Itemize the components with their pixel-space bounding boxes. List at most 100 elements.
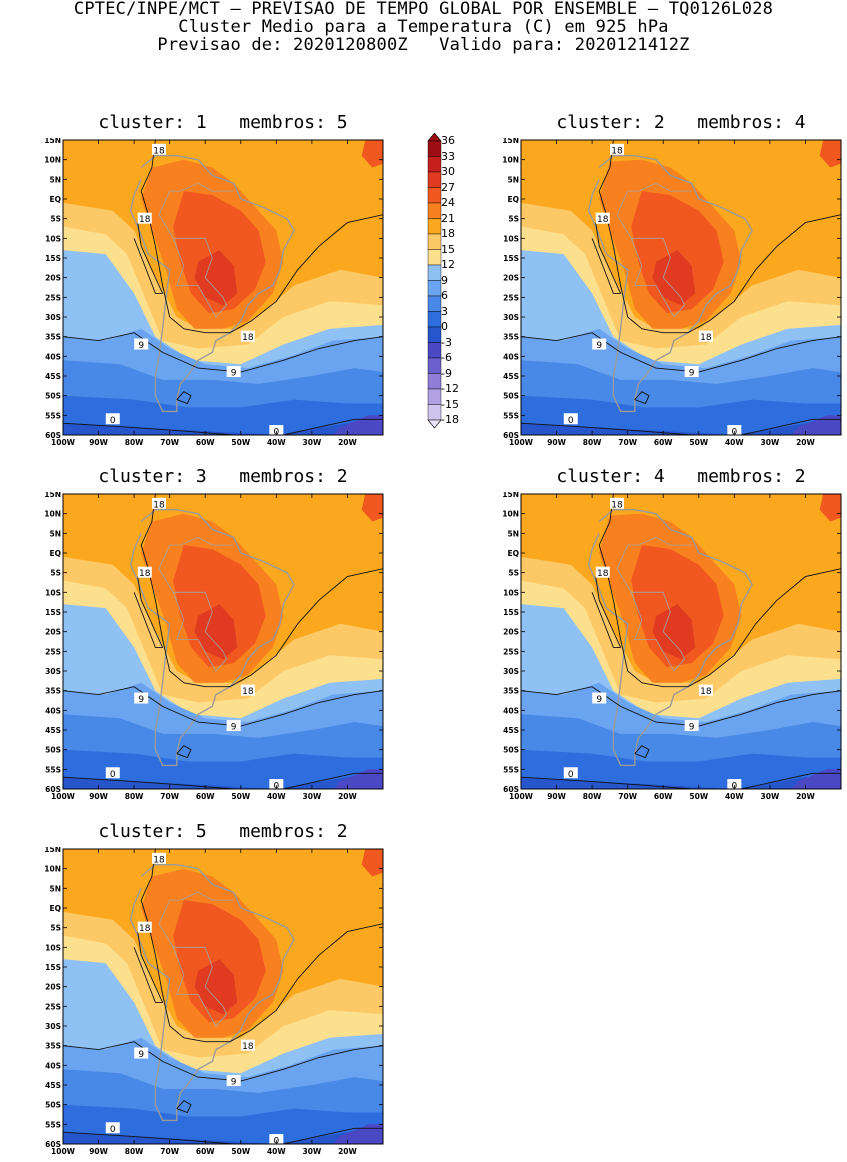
lon-tick-label: 90W xyxy=(547,438,566,447)
header-line-1: CPTEC/INPE/MCT – PREVISAO DE TEMPO GLOBA… xyxy=(73,0,774,19)
figure-header: CPTEC/INPE/MCT – PREVISAO DE TEMPO GLOBA… xyxy=(0,0,847,54)
panel-title-5: cluster: 5 membros: 2 xyxy=(98,821,348,842)
contour-label: 18 xyxy=(610,497,624,510)
lon-tick-label: 70W xyxy=(160,438,179,447)
colorbar-label: 12 xyxy=(441,258,455,271)
field-0-band xyxy=(521,777,841,789)
lon-tick-label: 70W xyxy=(160,792,179,801)
contour-0-patch xyxy=(176,391,192,405)
lon-tick-label: 50W xyxy=(231,1147,250,1156)
svg-text:9: 9 xyxy=(231,369,237,379)
svg-text:18: 18 xyxy=(700,333,712,343)
lat-tick-label: EQ xyxy=(50,195,62,204)
svg-text:18: 18 xyxy=(153,146,165,156)
lat-tick-label: 5S xyxy=(508,215,519,224)
map-panel-4: 181818990015N10N5NEQ5S10S15S20S25S30S35S… xyxy=(502,492,842,801)
lon-tick-label: 40W xyxy=(267,438,286,447)
colorbar-label: 18 xyxy=(441,227,455,240)
colorbar-box xyxy=(427,357,442,374)
svg-text:18: 18 xyxy=(139,569,151,579)
lat-tick-label: 30S xyxy=(45,1022,61,1031)
lat-tick-label: 5S xyxy=(50,924,61,933)
svg-text:0: 0 xyxy=(110,416,116,426)
lon-tick-label: 80W xyxy=(125,438,144,447)
colorbar-label: -9 xyxy=(441,366,452,380)
lat-tick-label: 30S xyxy=(503,313,519,322)
lon-tick-label: 20W xyxy=(796,792,815,801)
lat-tick-label: 40S xyxy=(503,352,519,361)
lat-tick-label: 30S xyxy=(45,313,61,322)
lat-tick-label: 40S xyxy=(45,352,61,361)
panel-title-4: cluster: 4 membros: 2 xyxy=(556,466,806,487)
svg-text:9: 9 xyxy=(138,695,144,705)
contour-label: 9 xyxy=(684,366,699,379)
svg-text:9: 9 xyxy=(596,695,602,705)
contour-label: 18 xyxy=(240,1039,255,1052)
contour-label: 0 xyxy=(563,767,578,780)
svg-text:18: 18 xyxy=(597,215,609,225)
lat-tick-label: 10S xyxy=(503,588,519,597)
contour-9-south xyxy=(62,686,384,727)
temperature-field xyxy=(520,493,842,790)
lat-tick-label: 55S xyxy=(45,411,61,420)
field-3-band xyxy=(521,395,841,435)
contour-0-patch xyxy=(634,391,650,405)
lat-tick-label: 55S xyxy=(503,411,519,420)
lon-tick-label: 100W xyxy=(51,438,76,447)
contour-label: 0 xyxy=(105,1122,120,1135)
lat-tick-label: EQ xyxy=(508,195,520,204)
svg-text:18: 18 xyxy=(611,146,623,156)
contour-label: 9 xyxy=(226,720,241,733)
contour-label: 9 xyxy=(592,338,607,351)
contour-label: 18 xyxy=(152,143,166,156)
lon-tick-label: 60W xyxy=(196,792,215,801)
lat-tick-label: 10N xyxy=(44,510,61,519)
colorbar-label: 3 xyxy=(441,304,448,318)
colorbar-box xyxy=(427,218,442,235)
lat-tick-label: 25S xyxy=(45,1002,61,1011)
lon-tick-label: 80W xyxy=(583,792,602,801)
lon-tick-label: 30W xyxy=(303,792,322,801)
lon-tick-label: 80W xyxy=(125,792,144,801)
colorbar-label: 30 xyxy=(441,165,455,178)
colorbar-label: 33 xyxy=(441,149,455,163)
panel-title-1: cluster: 1 membros: 5 xyxy=(98,112,348,133)
lat-tick-label: 15S xyxy=(503,608,519,617)
lat-tick-label: 15S xyxy=(45,963,61,972)
lat-tick-label: 50S xyxy=(503,392,519,401)
lat-tick-label: 55S xyxy=(45,1120,61,1129)
colorbar-box xyxy=(427,187,442,204)
lat-tick-label: 55S xyxy=(45,765,61,774)
field-africa-warm xyxy=(819,494,841,522)
lat-tick-label: 15N xyxy=(44,138,61,145)
colorbar-box xyxy=(427,140,442,157)
contour-0-patch xyxy=(176,1100,192,1114)
header-line-2: Cluster Medio para a Temperatura (C) em … xyxy=(178,17,669,37)
lon-tick-label: 20W xyxy=(338,1147,357,1156)
map-panel-5: 181818990015N10N5NEQ5S10S15S20S25S30S35S… xyxy=(44,847,384,1156)
colorbar-bottom-arrow xyxy=(427,419,442,429)
map-panel-1: 181818990015N10N5NEQ5S10S15S20S25S30S35S… xyxy=(44,138,384,447)
colorbar-box xyxy=(427,171,442,188)
lat-tick-label: 60S xyxy=(45,1140,61,1149)
contour-label: 0 xyxy=(563,413,578,426)
colorbar-label: -18 xyxy=(441,413,459,426)
temperature-field xyxy=(62,139,384,436)
lat-tick-label: 10S xyxy=(45,588,61,597)
lon-tick-label: 80W xyxy=(583,438,602,447)
lat-tick-label: 40S xyxy=(45,1061,61,1070)
lon-tick-label: 20W xyxy=(338,792,357,801)
svg-text:18: 18 xyxy=(153,855,165,865)
colorbar-label: -15 xyxy=(441,397,459,411)
lat-tick-label: 45S xyxy=(503,726,519,735)
lon-tick-label: 100W xyxy=(509,438,534,447)
contour-18-coast xyxy=(591,222,622,294)
contour-label: 18 xyxy=(137,566,152,579)
colorbar-label: -12 xyxy=(441,382,459,395)
contour-label: 18 xyxy=(137,921,152,934)
field-minus3-band xyxy=(333,1124,383,1144)
field-30-band xyxy=(652,604,696,660)
panel-title-2: cluster: 2 membros: 4 xyxy=(556,112,806,133)
lat-tick-label: 5S xyxy=(508,569,519,578)
field-africa-warm xyxy=(819,140,841,168)
